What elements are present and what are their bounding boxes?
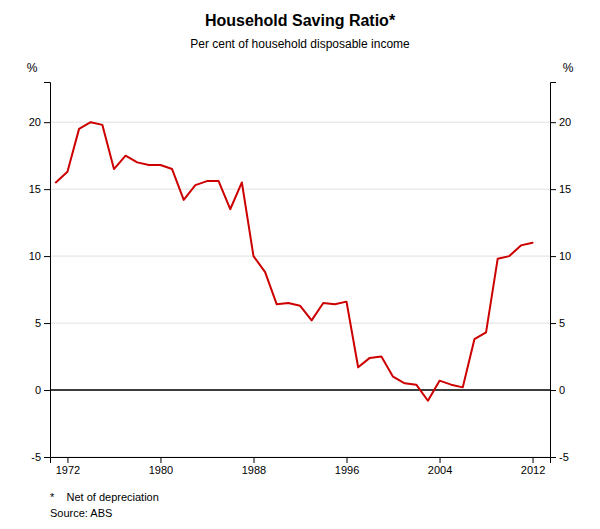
- y-axis-tick-mark: [44, 122, 50, 123]
- x-axis: 1972 1980 1988 1996 2004 2012: [51, 457, 551, 476]
- y-axis-tick-label: 5: [35, 317, 41, 329]
- x-axis-tick-label: 2012: [521, 464, 545, 476]
- plot: 1972 1980 1988 1996 2004 2012 -5 0 5 10 15 20 -5 0 5 10…: [29, 83, 572, 476]
- y2-axis-tick-mark: [550, 390, 556, 391]
- chart: 1972 1980 1988 1996 2004 2012 -5 0 5 10 15 20 -5 0 5 10…: [0, 0, 600, 529]
- x-axis-tick: 1988: [242, 457, 266, 476]
- y-axis-tick-label: 20: [29, 116, 41, 128]
- grid-line: [50, 256, 550, 257]
- x-axis-tick-mark: [533, 457, 534, 463]
- y-axis-tick: 20: [29, 116, 50, 128]
- x-axis-tick: 1972: [56, 457, 80, 476]
- y2-axis-tick-label: 5: [559, 317, 565, 329]
- x-axis-tick: 1996: [335, 457, 359, 476]
- y2-axis-tick: 15: [550, 183, 571, 195]
- y2-axis-tick: 5: [550, 317, 565, 329]
- y-axis-tick-mark: [44, 390, 50, 391]
- grid: [50, 122, 550, 457]
- x-axis-tick-mark: [253, 457, 254, 463]
- y-axis-tick: 0: [35, 384, 50, 396]
- y2-axis-tick: 10: [550, 250, 571, 262]
- y-axis-tick-label: -5: [31, 451, 41, 463]
- x-axis-tick-mark: [347, 457, 348, 463]
- y-axis-tick: 15: [29, 183, 50, 195]
- y-axis-tick-label: 10: [29, 250, 41, 262]
- x-axis-line: [51, 458, 551, 464]
- zero-line: [50, 389, 550, 391]
- y2-axis-tick-label: -5: [559, 451, 569, 463]
- grid-line: [50, 122, 550, 123]
- y2-axis-tick: 0: [550, 384, 565, 396]
- y2-axis-tick-mark: [550, 189, 556, 190]
- x-axis-tick: 1980: [149, 457, 173, 476]
- x-axis-tick-mark: [160, 457, 161, 463]
- grid-line: [50, 189, 550, 190]
- y2-axis-tick-label: 10: [559, 250, 571, 262]
- y2-axis-tick-mark: [550, 457, 556, 458]
- title: Household Saving Ratio*: [205, 12, 396, 29]
- x-axis-tick-mark: [67, 457, 68, 463]
- y2-axis-tick-mark: [550, 323, 556, 324]
- y-axis-tick: 5: [35, 317, 50, 329]
- grid-line: [50, 390, 550, 391]
- footer-note: * Net of depreciation: [50, 491, 159, 503]
- y-axis-tick-label: 15: [29, 183, 41, 195]
- x-axis-tick-label: 1980: [149, 464, 173, 476]
- y2-axis-tick-mark: [550, 122, 556, 123]
- y2-axis-tick: -5: [550, 451, 569, 463]
- y-axis-label: %: [27, 61, 38, 75]
- y-axis: -5 0 5 10 15 20: [29, 83, 51, 464]
- y2-axis-tick-mark: [550, 256, 556, 257]
- y-axis-line: [44, 83, 51, 458]
- x-axis-tick-mark: [440, 457, 441, 463]
- series: [50, 122, 550, 401]
- x-axis-tick-label: 2004: [428, 464, 452, 476]
- footer-note: Source: ABS: [50, 507, 112, 519]
- y-axis-tick-mark: [44, 189, 50, 190]
- y-axis-tick-mark: [44, 457, 50, 458]
- x-axis-tick: 2004: [428, 457, 452, 476]
- y2-axis-tick-label: 20: [559, 116, 571, 128]
- y2-axis: -5 0 5 10 15 20: [550, 83, 571, 464]
- x-axis-tick-label: 1988: [242, 464, 266, 476]
- subtitle: Per cent of household disposable income: [190, 37, 410, 51]
- y2-axis-tick: 20: [550, 116, 571, 128]
- grid-line: [50, 323, 550, 324]
- x-axis-tick-label: 1996: [335, 464, 359, 476]
- y-axis-tick: 10: [29, 250, 50, 262]
- y2-axis-tick-label: 0: [559, 384, 565, 396]
- y2-axis-tick-label: 15: [559, 183, 571, 195]
- y-axis-tick-label: 0: [35, 384, 41, 396]
- y-axis-tick-mark: [44, 323, 50, 324]
- y2-axis-line: [551, 83, 557, 458]
- x-axis-tick: 2012: [521, 457, 545, 476]
- y-axis-tick-mark: [44, 256, 50, 257]
- y-axis-tick: -5: [31, 451, 50, 463]
- y2-axis-label: %: [563, 61, 574, 75]
- x-axis-tick-label: 1972: [56, 464, 80, 476]
- line: [56, 122, 533, 401]
